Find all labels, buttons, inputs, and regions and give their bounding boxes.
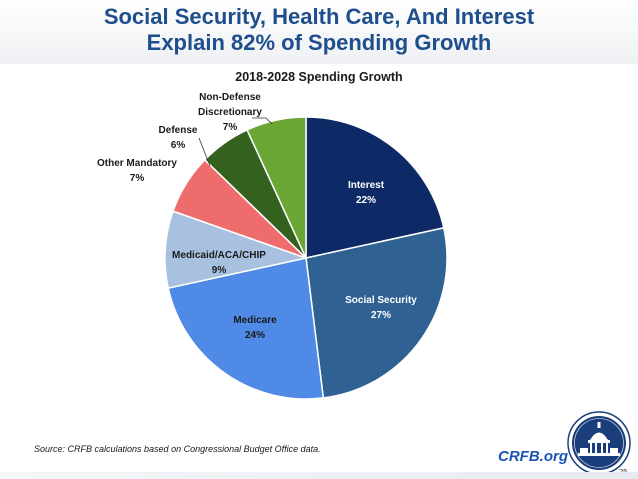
leader-line — [198, 137, 211, 167]
brand-link[interactable]: CRFB.org — [498, 448, 568, 465]
pie-slice-interest — [305, 116, 445, 259]
slice-label-non-defense-discretionary: Non-Defense Discretionary 7% — [198, 92, 262, 133]
leader-line — [252, 117, 273, 125]
slice-label-medicare: Medicare 24% — [233, 315, 277, 341]
slice-label-other-mandatory: Other Mandatory 7% — [97, 158, 177, 184]
slice-label-social-security: Social Security 27% — [345, 295, 417, 321]
slice-label-defense: Defense 6% — [159, 125, 198, 151]
page-number: 25 — [619, 467, 627, 476]
slide-title-line-2: Explain 82% of Spending Growth — [146, 30, 492, 55]
source-note: Source: CRFB calculations based on Congr… — [34, 444, 321, 454]
slice-label-medicaid-aca-chip: Medicaid/ACA/CHIP 9% — [172, 250, 266, 276]
slide-title-line-1: Social Security, Health Care, And Intere… — [103, 4, 535, 29]
title-band: Social Security, Health Care, And Intere… — [0, 0, 638, 64]
slice-label-interest: Interest 22% — [348, 180, 385, 206]
pie-slice-medicare — [167, 257, 325, 400]
pie-slice-non-defense-discretionary — [246, 116, 307, 259]
capitol-seal-icon — [567, 411, 631, 475]
pie-slice-social-security — [305, 226, 448, 399]
bottom-band — [0, 472, 638, 479]
chart-title: 2018-2028 Spending Growth — [235, 70, 403, 84]
